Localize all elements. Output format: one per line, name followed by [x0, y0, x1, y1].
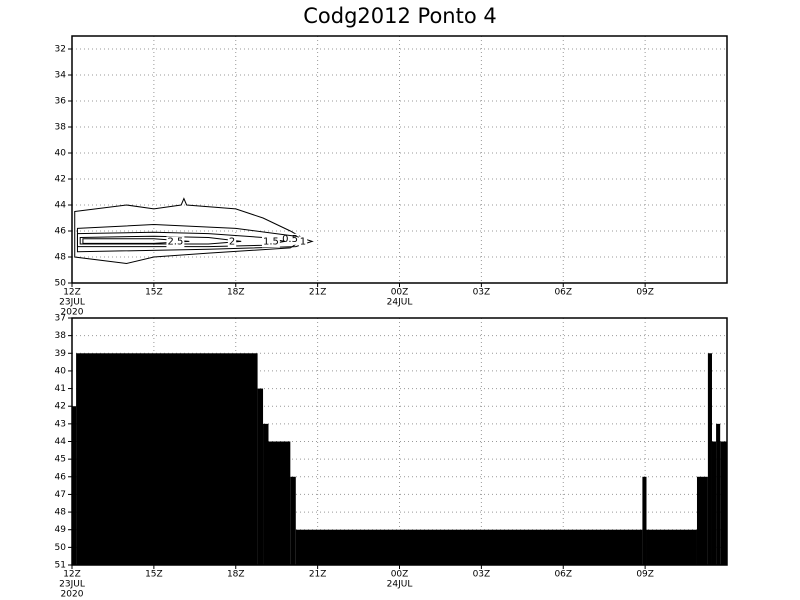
y-tick-label: 44: [55, 437, 67, 447]
bar: [76, 353, 258, 565]
x-tick-label: 12Z: [63, 288, 81, 298]
bar: [295, 529, 643, 565]
y-tick-label: 50: [55, 543, 67, 553]
bar: [268, 441, 291, 565]
x-tick-label: 03Z: [473, 570, 491, 580]
x-tick-label: 06Z: [554, 570, 572, 580]
bar: [257, 388, 264, 565]
y-tick-label: 40: [55, 149, 67, 159]
y-tick-label: 38: [55, 123, 67, 133]
y-tick-label: 48: [55, 253, 67, 263]
x-year-label: 2020: [61, 590, 84, 600]
x-tick-label: 09Z: [636, 288, 654, 298]
contour-label: 2.5: [167, 236, 183, 247]
bar: [707, 353, 712, 565]
x-tick-label: 09Z: [636, 570, 654, 580]
y-tick-label: 38: [55, 331, 67, 341]
plot-frame: [71, 35, 728, 284]
x-tick-label: 18Z: [227, 288, 245, 298]
x-tick-label: 21Z: [309, 570, 327, 580]
contour-label: 2: [229, 236, 235, 247]
y-tick-label: 43: [55, 419, 66, 429]
contour-line: [79, 235, 242, 245]
y-tick-label: 36: [55, 97, 67, 107]
y-tick-label: 34: [55, 71, 67, 81]
plot-frame: [71, 317, 728, 566]
y-tick-label: 41: [55, 384, 66, 394]
x-date-label: 23JUL: [59, 298, 85, 308]
contour-label-bg: [166, 236, 185, 248]
contour-label: 0.5: [282, 234, 298, 245]
bar: [72, 406, 77, 565]
y-tick-label: 46: [55, 227, 67, 237]
contour-line: [76, 223, 314, 253]
x-tick-label: 03Z: [473, 288, 491, 298]
bar: [642, 476, 647, 565]
x-date-label: 24JUL: [387, 298, 413, 308]
y-tick-label: 37: [55, 314, 66, 324]
y-tick-label: 49: [55, 525, 67, 535]
contour-line: [74, 197, 305, 265]
x-tick-label: 00Z: [391, 570, 409, 580]
bar: [716, 423, 721, 565]
bar: [646, 529, 697, 565]
y-tick-label: 46: [55, 472, 67, 482]
y-tick-label: 39: [55, 349, 67, 359]
y-tick-label: 48: [55, 508, 67, 518]
y-tick-label: 51: [55, 561, 66, 571]
x-year-label: 2020: [61, 308, 84, 318]
contour-line: [76, 231, 285, 248]
bar: [696, 476, 708, 565]
x-tick-label: 18Z: [227, 570, 245, 580]
contour-label-bg: [281, 233, 299, 245]
y-tick-label: 44: [55, 201, 67, 211]
x-tick-label: 21Z: [309, 288, 327, 298]
x-date-label: 24JUL: [387, 580, 413, 590]
y-tick-label: 47: [55, 490, 66, 500]
chart-title: Codg2012 Ponto 4: [303, 4, 496, 28]
x-date-label: 23JUL: [59, 580, 85, 590]
bar: [263, 423, 269, 565]
contour-label-bg: [261, 236, 280, 248]
y-tick-label: 45: [55, 455, 66, 465]
x-tick-label: 06Z: [554, 288, 572, 298]
y-tick-label: 32: [55, 45, 66, 55]
x-tick-label: 12Z: [63, 570, 81, 580]
bar: [711, 441, 717, 565]
contour-label-bg: [227, 236, 237, 248]
x-tick-label: 15Z: [145, 288, 163, 298]
x-tick-label: 00Z: [391, 288, 409, 298]
contour-label: 1: [300, 236, 306, 247]
contour-label-bg: [298, 236, 308, 248]
bar: [720, 441, 727, 565]
bar: [290, 476, 296, 565]
y-tick-label: 42: [55, 175, 66, 185]
y-tick-label: 42: [55, 402, 66, 412]
x-tick-label: 15Z: [145, 570, 163, 580]
y-tick-label: 50: [55, 279, 67, 289]
contour-label: 1.5: [263, 236, 279, 247]
y-tick-label: 40: [55, 366, 67, 376]
